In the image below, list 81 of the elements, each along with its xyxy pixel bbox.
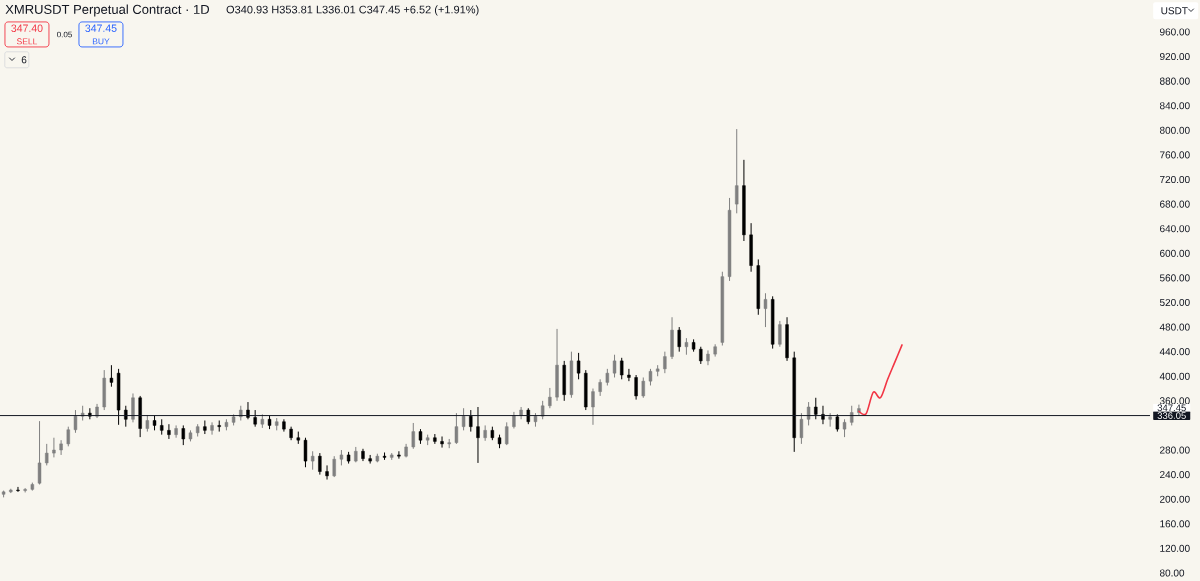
candlestick: [634, 374, 638, 401]
candlestick: [620, 357, 624, 380]
candlestick: [663, 351, 667, 374]
y-tick-label: 600.00: [1160, 249, 1190, 257]
candlestick: [476, 406, 480, 464]
y-tick-label: 160.00: [1160, 520, 1190, 528]
candlestick: [66, 426, 70, 447]
candlestick: [318, 452, 322, 476]
candlestick: [627, 368, 631, 382]
candlestick: [763, 292, 768, 328]
candlestick: [821, 405, 825, 425]
chart-subtitle: O340.93 H353.81 L336.01 C347.45 +6.52 (+1.91%): [226, 5, 479, 16]
annotation: 347.45: [85, 24, 117, 32]
candlestick: [850, 405, 854, 426]
candlestick: [461, 407, 466, 431]
y-axis-title: USDT: [1161, 7, 1188, 15]
candlestick: [181, 424, 185, 446]
y-tick-label: 360.00: [1159, 397, 1190, 405]
candlestick: [210, 421, 214, 436]
annotation: SELL: [16, 38, 38, 45]
candlestick: [591, 388, 595, 426]
candlestick: [814, 397, 818, 420]
candlestick: [52, 437, 56, 458]
y-tick-label: 680.00: [1160, 200, 1190, 208]
y-tick-label: 120.00: [1160, 544, 1190, 552]
candlestick: [325, 464, 329, 481]
candlestick: [45, 443, 49, 466]
y-tick-label: 400.00: [1159, 372, 1190, 380]
y-tick-label: 240.00: [1160, 471, 1190, 479]
candlestick: [540, 400, 545, 420]
y-tick-label: 80.00: [1159, 569, 1185, 577]
y-tick-label: 640.00: [1160, 225, 1190, 233]
candlestick: [454, 412, 459, 445]
y-tick-label: 840.00: [1159, 102, 1190, 110]
candlestick: [799, 412, 804, 445]
candlestick: [167, 423, 171, 440]
candlestick: [131, 392, 135, 423]
candlestick: [310, 450, 315, 471]
y-tick-label: 440.00: [1159, 348, 1190, 356]
candlestick: [778, 320, 782, 348]
annotation: BUY: [92, 38, 110, 45]
candlestick: [806, 401, 811, 426]
chart-title: XMRUSDT Perpetual Contract · 1D: [5, 4, 210, 17]
candlestick: [411, 422, 415, 450]
candlestick: [59, 439, 63, 456]
candlestick: [612, 354, 617, 378]
candlestick: [440, 436, 444, 449]
y-tick-label: 560.00: [1159, 274, 1190, 282]
candlestick: [469, 409, 473, 433]
candlestick: [73, 409, 78, 434]
line-series: [858, 344, 903, 416]
text: 347.45: [1157, 404, 1186, 412]
candlestick: [124, 405, 128, 428]
candlestick: [174, 424, 178, 439]
ref-line-label: 336.05: [1157, 412, 1186, 419]
y-tick-label: 720.00: [1160, 175, 1190, 184]
y-tick-label: 480.00: [1159, 323, 1190, 331]
candlestick: [433, 433, 437, 445]
y-tick-label: 920.00: [1159, 53, 1190, 61]
y-tick-label: 200.00: [1160, 495, 1190, 503]
candlestick: [397, 450, 401, 460]
y-tick-label: 520.00: [1159, 298, 1190, 307]
annotation: 0.05: [57, 31, 72, 38]
y-tick-label: 800.00: [1159, 126, 1190, 134]
candlestick: [37, 420, 42, 485]
candlestick: [677, 326, 681, 353]
y-tick-label: 280.00: [1160, 446, 1190, 454]
annotation: 6: [21, 56, 27, 64]
y-tick-label: 880.00: [1159, 77, 1190, 85]
candlestick: [16, 486, 20, 493]
y-tick-label: 760.00: [1160, 151, 1190, 159]
y-tick-label: 960.00: [1159, 28, 1190, 36]
candlestick: [641, 376, 645, 399]
candlestick: [735, 128, 739, 214]
candlestick: [548, 387, 552, 409]
candlestick: [303, 437, 308, 468]
candlestick: [109, 364, 114, 388]
candlestick: [203, 420, 207, 435]
candlestick: [576, 352, 581, 380]
annotation: 347.40: [11, 24, 43, 32]
candlestick: [246, 401, 250, 420]
